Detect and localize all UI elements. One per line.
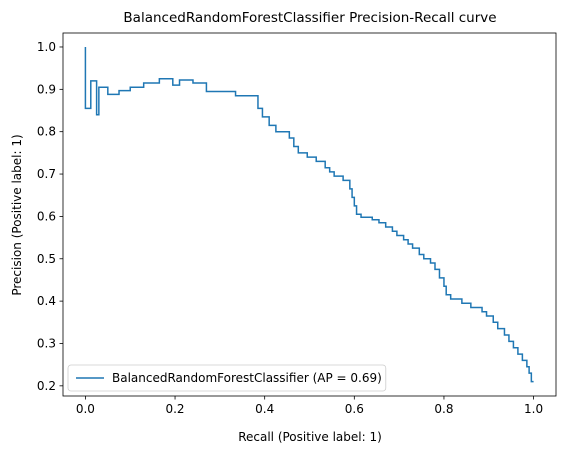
x-tick-label: 0.8 bbox=[434, 402, 453, 416]
y-tick-label: 0.4 bbox=[37, 294, 56, 308]
plot-frame bbox=[62, 32, 557, 397]
y-tick-label: 0.3 bbox=[37, 336, 56, 350]
x-tick-label: 0.0 bbox=[76, 402, 95, 416]
x-tick-label: 0.6 bbox=[345, 402, 364, 416]
x-tick-label: 0.2 bbox=[165, 402, 184, 416]
legend-label: BalancedRandomForestClassifier (AP = 0.6… bbox=[112, 371, 382, 385]
y-tick-label: 0.6 bbox=[37, 209, 56, 223]
x-tick-label: 0.4 bbox=[255, 402, 274, 416]
y-axis-label: Precision (Positive label: 1) bbox=[10, 134, 24, 295]
y-tick-label: 0.2 bbox=[37, 379, 56, 393]
y-tick-label: 0.8 bbox=[37, 125, 56, 139]
x-axis-label: Recall (Positive label: 1) bbox=[238, 430, 382, 444]
y-tick-label: 0.9 bbox=[37, 82, 56, 96]
y-tick-label: 1.0 bbox=[37, 40, 56, 54]
chart-title: BalancedRandomForestClassifier Precision… bbox=[123, 10, 496, 26]
y-tick-label: 0.7 bbox=[37, 167, 56, 181]
y-tick-label: 0.5 bbox=[37, 252, 56, 266]
pr-curve bbox=[84, 46, 534, 383]
legend-box bbox=[67, 364, 387, 392]
x-tick-label: 1.0 bbox=[524, 402, 543, 416]
